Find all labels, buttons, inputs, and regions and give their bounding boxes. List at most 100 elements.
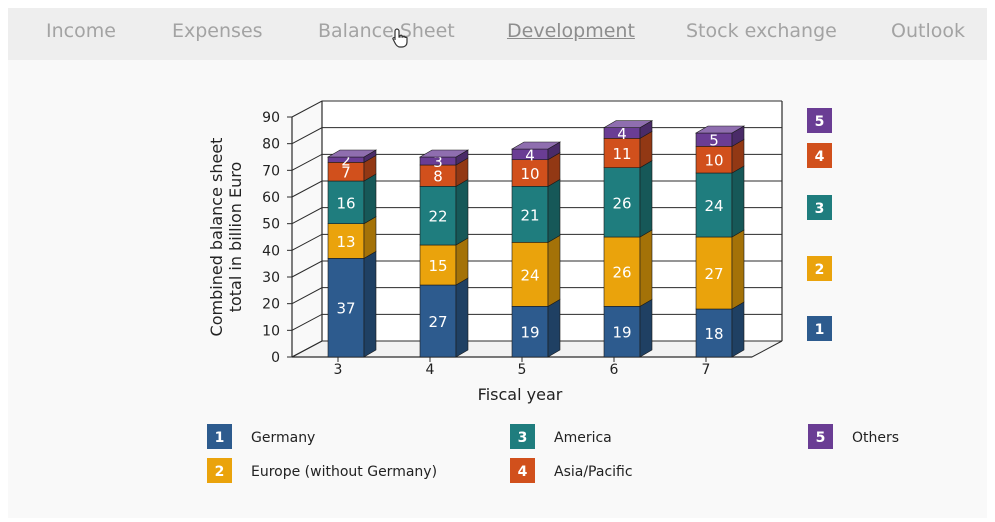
bar-segment xyxy=(511,186,549,243)
y-tick-label: 90 xyxy=(262,110,280,126)
legend-key-number: 1 xyxy=(215,430,225,446)
hand-cursor-icon xyxy=(392,28,408,48)
x-tick-label: 5 xyxy=(518,362,527,378)
data-label: 22 xyxy=(428,208,447,226)
legend-label: America xyxy=(554,430,612,446)
bar-segment-side xyxy=(547,298,561,358)
bar-segment-side xyxy=(731,165,745,238)
data-label: 26 xyxy=(612,264,631,282)
bar-segment-side xyxy=(639,229,653,307)
x-tick-label: 6 xyxy=(610,362,619,378)
data-label: 4 xyxy=(617,125,627,143)
side-key-number: 1 xyxy=(815,322,825,338)
legend-swatch xyxy=(510,458,535,483)
bar-segment-side xyxy=(363,173,377,225)
data-label: 13 xyxy=(336,233,355,251)
side-key-number: 3 xyxy=(815,201,825,217)
y-axis-label-line2: total in billion Euro xyxy=(226,162,245,313)
legend-label: Asia/Pacific xyxy=(554,464,633,480)
bar-segment xyxy=(327,180,365,224)
data-label: 19 xyxy=(520,324,539,342)
y-tick-label: 40 xyxy=(262,243,280,259)
y-tick-label: 20 xyxy=(262,297,280,313)
y-tick-label: 50 xyxy=(262,217,280,233)
data-label: 2 xyxy=(341,152,351,170)
legend-key-number: 4 xyxy=(518,464,528,480)
data-label: 37 xyxy=(336,300,355,318)
bar-segment-side xyxy=(455,277,469,358)
legend-swatch xyxy=(207,458,232,483)
x-tick-label: 7 xyxy=(702,362,711,378)
x-tick-label: 3 xyxy=(334,362,343,378)
data-label: 3 xyxy=(433,153,443,171)
bar-segment xyxy=(511,306,549,358)
data-label: 27 xyxy=(704,265,723,283)
legend-label: Germany xyxy=(251,430,315,446)
legend-key-number: 2 xyxy=(215,464,225,480)
y-tick-label: 80 xyxy=(262,137,280,153)
x-axis-label: Fiscal year xyxy=(478,385,563,404)
nav-tab-stock-exchange[interactable]: Stock exchange xyxy=(686,20,837,42)
legend-swatch xyxy=(510,424,535,449)
nav-tab-income[interactable]: Income xyxy=(46,20,116,42)
data-label: 8 xyxy=(433,168,443,186)
bar-segment-side xyxy=(547,178,561,243)
data-label: 27 xyxy=(428,313,447,331)
bar-top xyxy=(510,141,562,150)
bar-top xyxy=(326,149,378,158)
legend-swatch xyxy=(808,424,833,449)
legend-label: Europe (without Germany) xyxy=(251,464,437,480)
legend-key-number: 3 xyxy=(518,430,528,446)
data-label: 16 xyxy=(336,194,355,212)
bar-segment-side xyxy=(363,250,377,358)
bar-segment-side xyxy=(639,160,653,238)
side-key-swatch xyxy=(807,108,832,133)
nav-tab-balance-sheet[interactable]: Balance Sheet xyxy=(318,20,455,42)
bar-segment-side xyxy=(547,234,561,307)
bar-segment xyxy=(695,146,733,174)
side-key-swatch xyxy=(807,143,832,168)
bar-segment xyxy=(419,284,457,358)
bar-segment xyxy=(511,242,549,307)
y-axis-label-line1: Combined balance sheet xyxy=(207,138,226,337)
y-tick-label: 70 xyxy=(262,163,280,179)
data-label: 10 xyxy=(520,165,539,183)
data-label: 7 xyxy=(341,164,351,182)
x-tick-label: 4 xyxy=(426,362,435,378)
side-key-number: 4 xyxy=(815,149,825,165)
data-label: 24 xyxy=(704,197,723,215)
data-label: 5 xyxy=(709,132,719,150)
y-tick-label: 10 xyxy=(262,323,280,339)
nav-tab-expenses[interactable]: Expenses xyxy=(172,20,263,42)
legend-label: Others xyxy=(852,430,899,446)
nav-tab-development[interactable]: Development xyxy=(507,20,635,42)
nav-tab-outlook[interactable]: Outlook xyxy=(891,20,965,42)
bar-top xyxy=(694,125,746,134)
data-label: 24 xyxy=(520,266,539,284)
y-tick-label: 0 xyxy=(271,350,280,366)
bar-top xyxy=(602,120,654,128)
side-key-number: 2 xyxy=(815,262,825,278)
data-label: 4 xyxy=(525,146,535,164)
legend-key-number: 5 xyxy=(816,430,826,446)
data-label: 21 xyxy=(520,206,539,224)
top-navigation: Income Expenses Balance Sheet Developmen… xyxy=(8,8,987,60)
data-label: 15 xyxy=(428,257,447,275)
bar-top xyxy=(418,149,470,158)
bar-segment-side xyxy=(731,301,745,358)
data-label: 10 xyxy=(704,152,723,170)
legend-swatch xyxy=(207,424,232,449)
bar-segment-side xyxy=(455,178,469,246)
bar-segment xyxy=(419,186,457,246)
y-tick-label: 60 xyxy=(262,190,280,206)
side-key-swatch xyxy=(807,195,832,220)
data-label: 18 xyxy=(704,325,723,343)
bar-segment-side xyxy=(455,237,469,286)
bar-segment-side xyxy=(731,229,745,310)
data-label: 26 xyxy=(612,194,631,212)
side-key-swatch xyxy=(807,316,832,341)
data-label: 19 xyxy=(612,324,631,342)
bar-segment xyxy=(603,167,641,238)
side-key-swatch xyxy=(807,256,832,281)
